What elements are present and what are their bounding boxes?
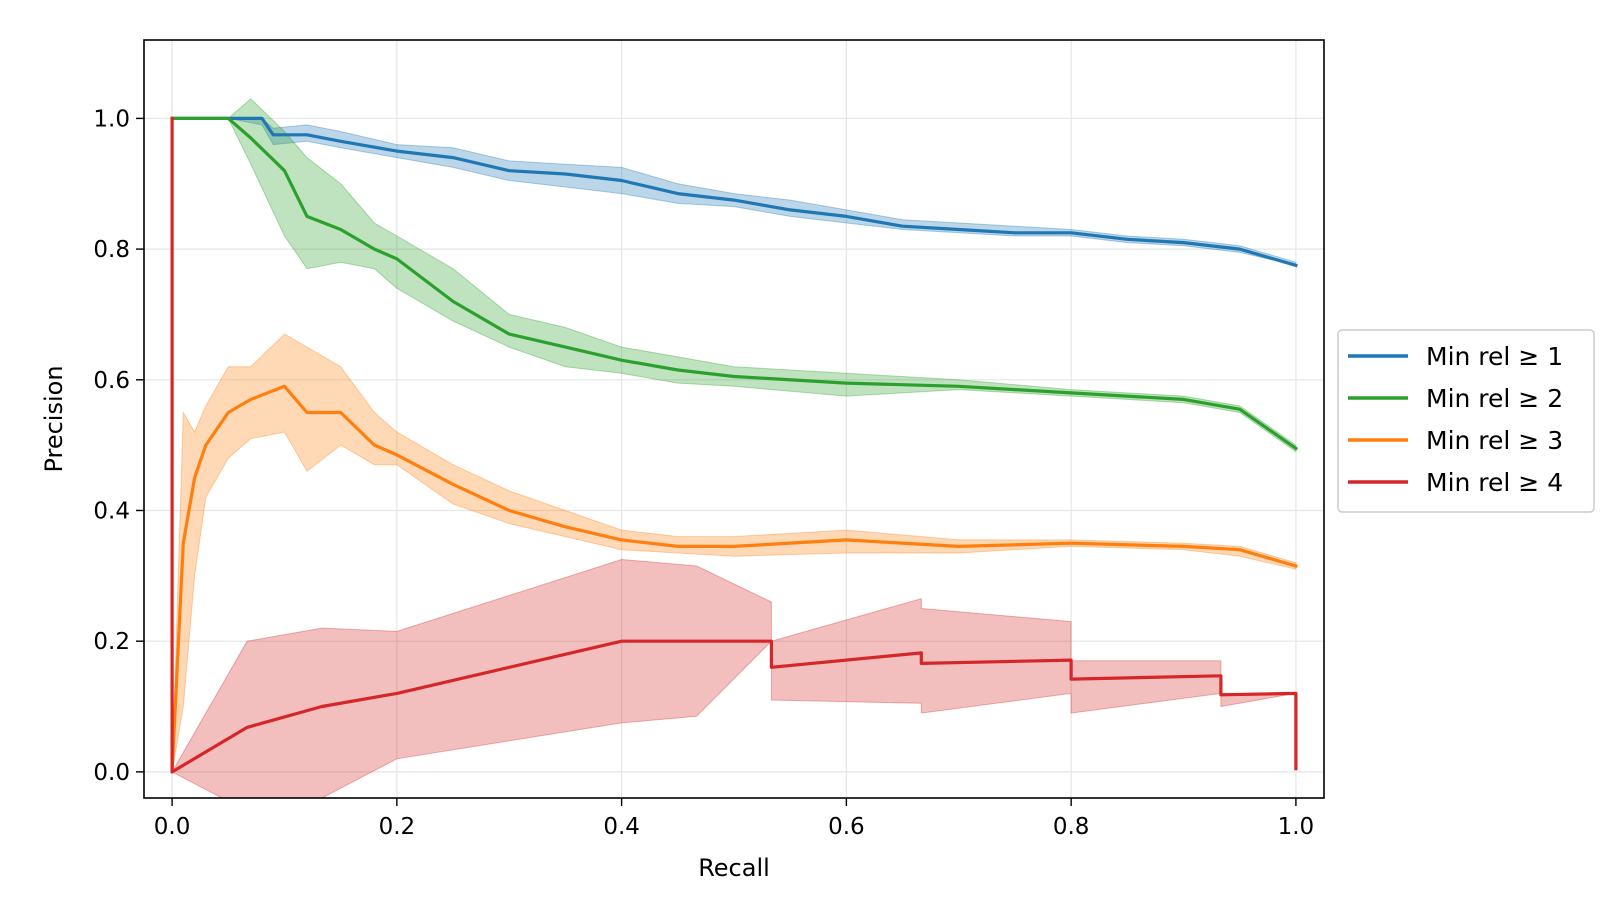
grid-lines: [144, 40, 1324, 798]
plot-frame: [143, 39, 1325, 799]
series-line-1: [170, 116, 1298, 268]
series-lines: [170, 116, 1299, 774]
x-tick-label: 0.8: [1053, 814, 1090, 840]
y-axis-label: Precision: [40, 365, 68, 472]
x-tick-label: 0.4: [603, 814, 640, 840]
x-axis-label: Recall: [698, 854, 770, 882]
x-tick-label: 0.6: [828, 814, 865, 840]
legend-label-series-1: Min rel ≥ 1: [1426, 342, 1563, 371]
x-tick-label: 0.2: [379, 814, 416, 840]
series-line-4: [170, 116, 1298, 774]
y-tick-label: 0.0: [93, 760, 130, 786]
y-tick-label: 0.6: [93, 368, 130, 394]
y-tick-label: 1.0: [93, 106, 130, 132]
series-line-3: [170, 384, 1298, 774]
x-tick-label: 1.0: [1278, 814, 1315, 840]
legend: Min rel ≥ 1 Min rel ≥ 2 Min rel ≥ 3 Min …: [1337, 329, 1595, 513]
legend-label-series-3: Min rel ≥ 3: [1426, 426, 1563, 455]
y-tick-label: 0.8: [93, 237, 130, 263]
axis-ticks: 0.0 0.2 0.4 0.6 0.8 1.0 0.0 0.2 0.4 0.6 0.8 1.0: [93, 106, 1314, 840]
legend-label-series-4: Min rel ≥ 4: [1426, 468, 1563, 497]
x-tick-label: 0.0: [154, 814, 191, 840]
legend-label-series-2: Min rel ≥ 2: [1426, 384, 1563, 413]
legend-box: [1337, 329, 1595, 513]
y-tick-label: 0.2: [93, 629, 130, 655]
series-line-2: [170, 116, 1299, 451]
y-tick-label: 0.4: [93, 498, 130, 524]
